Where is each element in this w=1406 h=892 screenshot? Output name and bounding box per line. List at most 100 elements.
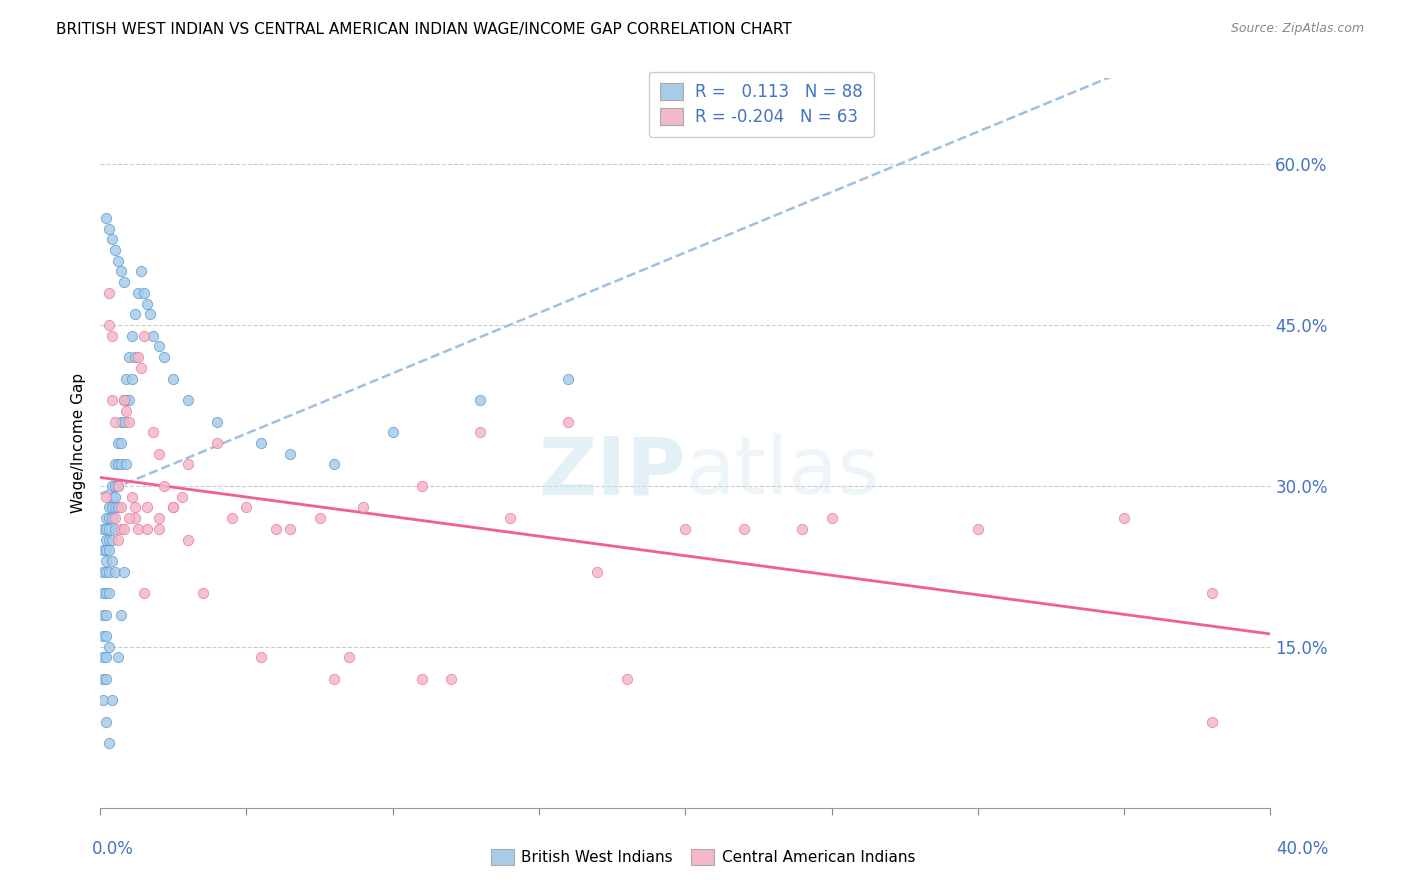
Point [264, 522, 287, 536]
Point [733, 522, 755, 536]
Point [112, 565, 135, 579]
Point [101, 693, 124, 707]
Point [91, 650, 114, 665]
Point [170, 490, 193, 504]
Point [124, 500, 146, 515]
Point [101, 479, 124, 493]
Point [129, 360, 152, 375]
Point [97, 221, 120, 235]
Point [104, 243, 127, 257]
Point [118, 393, 141, 408]
Point [115, 404, 138, 418]
Point [110, 264, 132, 278]
Point [124, 511, 146, 525]
Point [91, 586, 114, 600]
Point [97, 511, 120, 525]
Point [91, 629, 114, 643]
Point [177, 393, 200, 408]
Point [129, 264, 152, 278]
Point [94, 672, 117, 686]
Point [101, 533, 124, 547]
Point [112, 393, 135, 408]
Point [110, 436, 132, 450]
Point [177, 533, 200, 547]
Point [94, 629, 117, 643]
Point [94, 522, 117, 536]
Point [235, 500, 257, 515]
Point [177, 458, 200, 472]
Text: 40.0%: 40.0% [1277, 840, 1329, 858]
Point [153, 479, 176, 493]
Point [499, 511, 522, 525]
Point [104, 415, 127, 429]
Point [127, 285, 149, 300]
Point [616, 672, 638, 686]
Y-axis label: Wage/Income Gap: Wage/Income Gap [72, 373, 86, 513]
Point [91, 672, 114, 686]
Point [104, 500, 127, 515]
Point [107, 479, 129, 493]
Point [104, 522, 127, 536]
Point [278, 522, 301, 536]
Point [470, 393, 492, 408]
Point [337, 650, 360, 665]
Point [97, 500, 120, 515]
Point [94, 714, 117, 729]
Point [110, 500, 132, 515]
Point [411, 672, 433, 686]
Point [1201, 714, 1223, 729]
Point [136, 296, 159, 310]
Point [118, 511, 141, 525]
Point [308, 511, 330, 525]
Point [94, 211, 117, 225]
Point [97, 736, 120, 750]
Point [104, 565, 127, 579]
Point [94, 565, 117, 579]
Legend: British West Indians, Central American Indians: British West Indians, Central American I… [485, 843, 921, 871]
Point [97, 640, 120, 654]
Point [104, 479, 127, 493]
Point [112, 275, 135, 289]
Point [191, 586, 214, 600]
Point [97, 318, 120, 332]
Point [323, 458, 346, 472]
Point [1201, 586, 1223, 600]
Point [250, 650, 273, 665]
Point [104, 490, 127, 504]
Point [132, 586, 155, 600]
Text: 0.0%: 0.0% [91, 840, 134, 858]
Point [97, 285, 120, 300]
Point [112, 522, 135, 536]
Point [148, 447, 170, 461]
Point [557, 372, 579, 386]
Point [110, 522, 132, 536]
Point [107, 479, 129, 493]
Point [470, 425, 492, 440]
Point [557, 415, 579, 429]
Point [136, 522, 159, 536]
Point [381, 425, 404, 440]
Point [110, 458, 132, 472]
Point [107, 436, 129, 450]
Point [101, 554, 124, 568]
Point [104, 458, 127, 472]
Point [162, 372, 184, 386]
Point [115, 372, 138, 386]
Point [94, 533, 117, 547]
Point [136, 500, 159, 515]
Point [115, 458, 138, 472]
Point [107, 253, 129, 268]
Point [101, 232, 124, 246]
Point [323, 672, 346, 686]
Point [440, 672, 463, 686]
Point [94, 586, 117, 600]
Point [148, 339, 170, 353]
Point [101, 328, 124, 343]
Text: ZIP: ZIP [538, 434, 685, 511]
Point [94, 650, 117, 665]
Point [127, 522, 149, 536]
Point [586, 565, 609, 579]
Point [91, 693, 114, 707]
Point [94, 607, 117, 622]
Point [148, 511, 170, 525]
